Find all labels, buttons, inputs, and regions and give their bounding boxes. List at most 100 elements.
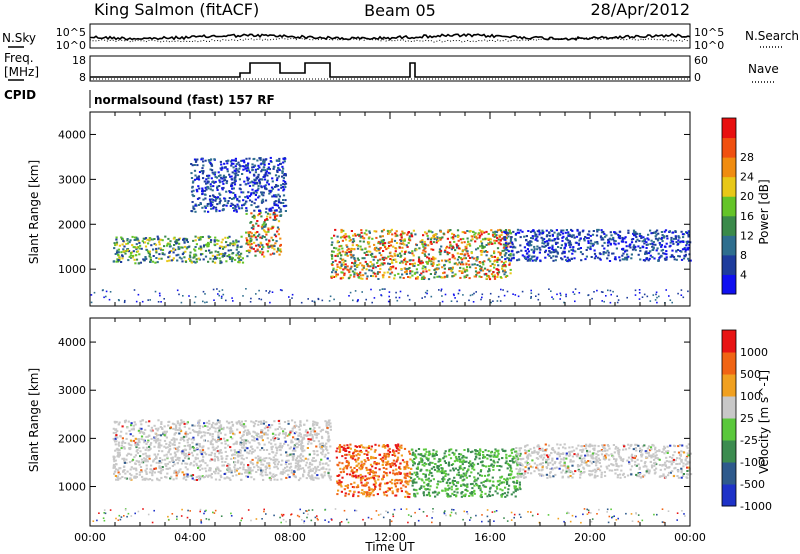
echo-cell: [135, 459, 138, 462]
echo-cell: [634, 233, 637, 236]
echo-cell: [416, 271, 419, 274]
echo-cell: [448, 246, 451, 249]
echo-cell: [245, 250, 248, 252]
echo-cell: [273, 248, 276, 251]
echo-cell: [252, 435, 255, 438]
echo-cell: [617, 299, 620, 301]
echo-cell: [647, 252, 651, 255]
echo-cell: [357, 495, 360, 498]
echo-cell: [494, 259, 497, 262]
echo-cell: [369, 253, 372, 256]
echo-cell: [139, 261, 142, 264]
echo-cell: [118, 441, 121, 444]
echo-cell: [296, 465, 299, 468]
echo-cell: [214, 206, 218, 209]
echo-cell: [298, 443, 301, 446]
echo-cell: [677, 292, 679, 295]
echo-cell: [669, 244, 672, 247]
echo-cell: [161, 468, 164, 471]
echo-cell: [409, 458, 412, 461]
echo-cell: [359, 274, 362, 277]
echo-cell: [186, 246, 189, 249]
echo-cell: [606, 249, 609, 252]
echo-cell: [389, 267, 392, 269]
echo-cell: [312, 420, 315, 423]
freq-tick-high: 18: [72, 54, 86, 67]
echo-cell: [468, 257, 472, 259]
echo-cell: [178, 459, 181, 462]
echo-cell: [256, 175, 259, 178]
echo-cell: [448, 258, 451, 261]
echo-cell: [554, 259, 557, 262]
echo-cell: [224, 461, 227, 463]
echo-cell: [335, 275, 338, 278]
echo-cell: [275, 446, 278, 449]
echo-cell: [322, 467, 325, 470]
echo-cell: [297, 425, 300, 428]
echo-cell: [627, 255, 630, 258]
echo-cell: [480, 244, 484, 247]
echo-cell: [148, 434, 151, 437]
echo-cell: [545, 235, 548, 238]
echo-cell: [466, 243, 469, 246]
echo-cell: [179, 438, 182, 441]
echo-cell: [497, 264, 500, 267]
echo-cell: [295, 431, 298, 434]
echo-cell: [261, 474, 264, 477]
echo-cell: [224, 252, 227, 255]
echo-cell: [269, 301, 271, 304]
echo-cell: [201, 446, 204, 449]
echo-cell: [315, 467, 318, 470]
echo-cell: [196, 448, 199, 451]
echo-cell: [322, 466, 325, 469]
echo-cell: [389, 268, 392, 271]
echo-cell: [115, 434, 118, 437]
echo-cell: [403, 257, 407, 260]
echo-cell: [268, 292, 270, 294]
echo-cell: [371, 465, 374, 468]
echo-cell: [589, 239, 593, 242]
echo-cell: [339, 257, 342, 260]
echo-cell: [209, 195, 212, 198]
echo-cell: [317, 440, 320, 443]
power-echoes: [90, 156, 692, 304]
echo-cell: [117, 423, 120, 426]
echo-cell: [213, 239, 216, 242]
echo-cell: [176, 289, 179, 292]
echo-cell: [369, 470, 372, 473]
echo-cell: [290, 469, 293, 472]
echo-cell: [651, 232, 654, 234]
echo-cell: [261, 162, 265, 165]
echo-cell: [207, 180, 210, 183]
echo-cell: [256, 235, 260, 238]
echo-cell: [581, 253, 584, 256]
echo-cell: [183, 454, 186, 457]
echo-cell: [256, 438, 259, 441]
echo-cell: [154, 427, 158, 430]
echo-cell: [332, 250, 335, 253]
echo-cell: [108, 298, 111, 301]
echo-cell: [353, 233, 357, 236]
echo-cell: [353, 491, 356, 493]
echo-cell: [609, 237, 612, 240]
echo-cell: [196, 190, 199, 193]
echo-cell: [300, 460, 303, 463]
echo-cell: [326, 449, 329, 452]
echo-cell: [163, 454, 166, 457]
echo-cell: [168, 445, 172, 448]
echo-cell: [197, 420, 200, 423]
echo-cell: [173, 433, 176, 436]
echo-cell: [340, 228, 343, 231]
echo-cell: [364, 484, 367, 487]
echo-cell: [382, 242, 385, 245]
echo-cell: [116, 455, 119, 458]
echo-cell: [650, 239, 653, 242]
echo-cell: [250, 235, 253, 238]
echo-cell: [548, 250, 551, 253]
echo-cell: [166, 243, 169, 246]
echo-cell: [142, 453, 145, 456]
echo-cell: [366, 493, 369, 496]
echo-cell: [451, 271, 454, 274]
echo-cell: [356, 257, 359, 260]
echo-cell: [275, 179, 279, 182]
